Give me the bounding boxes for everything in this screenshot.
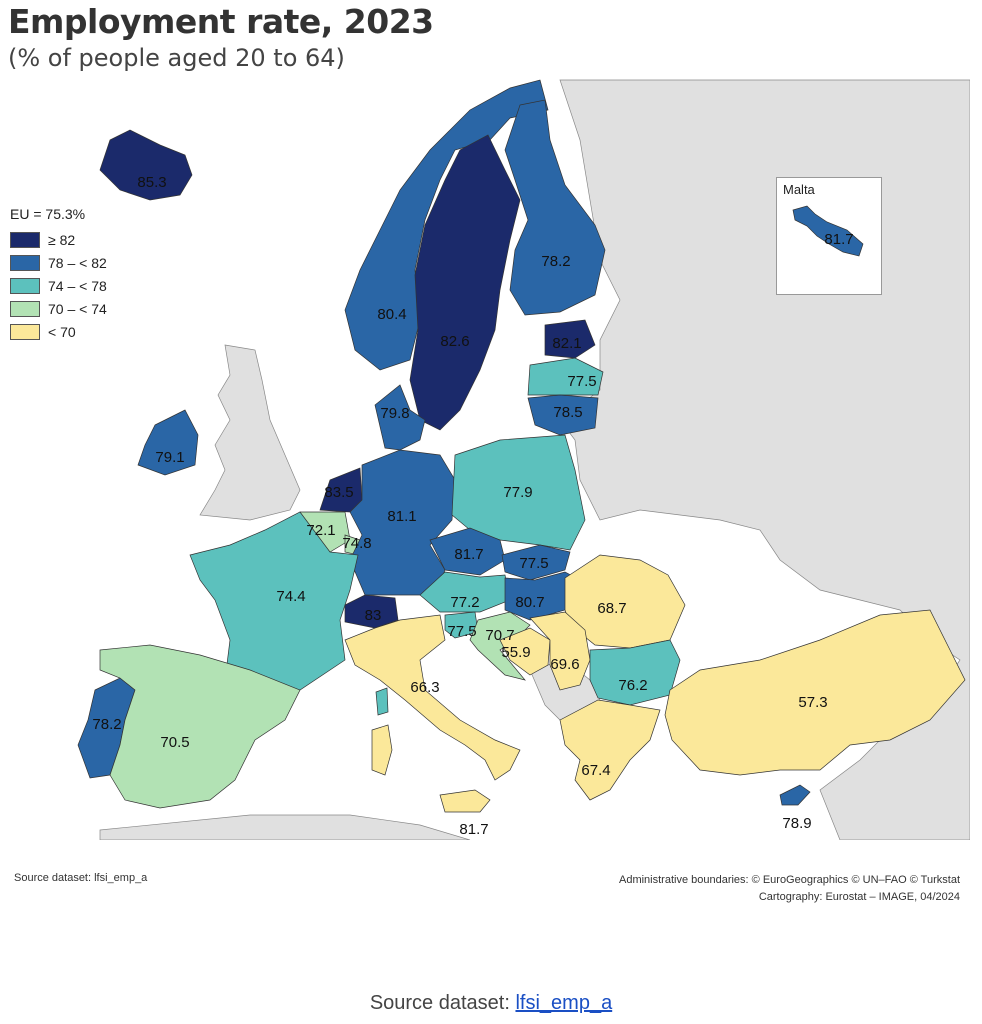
legend-label: ≥ 82 <box>48 231 76 248</box>
region-ireland <box>137 409 199 476</box>
label-croatia: 70.7 <box>485 627 514 644</box>
region-poland <box>451 434 586 551</box>
label-switzerland: 83 <box>365 607 382 624</box>
legend-label: 70 – < 74 <box>48 300 107 317</box>
region-spain <box>99 644 301 809</box>
land-north-africa <box>99 814 471 840</box>
label-romania: 68.7 <box>597 600 626 617</box>
label-germany: 81.1 <box>387 508 416 525</box>
land-uk <box>199 344 301 521</box>
label-netherlands: 83.5 <box>324 484 353 501</box>
label-greece: 67.4 <box>581 762 610 779</box>
legend-swatch <box>10 254 40 271</box>
label-slovakia: 77.5 <box>519 555 548 572</box>
legend-swatch <box>10 300 40 317</box>
label-belgium: 72.1 <box>306 522 335 539</box>
region-bulgaria <box>589 639 681 706</box>
label-ireland: 79.1 <box>155 449 184 466</box>
label-hungary: 80.7 <box>515 594 544 611</box>
label-estonia: 82.1 <box>552 335 581 352</box>
source-dataset-link[interactable]: lfsi_emp_a <box>515 992 613 1014</box>
legend-label: 78 – < 82 <box>48 254 107 271</box>
region-croatia <box>469 611 531 681</box>
legend-label: < 70 <box>48 323 76 340</box>
region-italy <box>344 614 521 781</box>
legend-item: 70 – < 74 <box>10 297 107 320</box>
source-prefix: Source dataset: <box>369 992 516 1014</box>
legend-item: 74 – < 78 <box>10 274 107 297</box>
legend-item: < 70 <box>10 320 107 343</box>
inset-title: Malta <box>783 182 815 197</box>
region-serbia <box>529 611 591 691</box>
region-sardinia <box>371 724 393 776</box>
region-greece <box>559 699 661 801</box>
label-spain: 70.5 <box>160 734 189 751</box>
region-latvia <box>527 357 604 396</box>
credits-cartography: Cartography: Eurostat – IMAGE, 04/2024 <box>758 891 960 903</box>
label-italy: 66.3 <box>410 679 439 696</box>
label-austria: 77.2 <box>450 594 479 611</box>
source-dataset-note: Source dataset: lfsi_emp_a <box>14 872 148 884</box>
label-denmark: 79.8 <box>380 405 409 422</box>
region-corsica <box>375 687 389 716</box>
label-luxembourg: 74.8 <box>342 535 371 552</box>
label-slovenia: 77.5 <box>447 623 476 640</box>
page-subtitle: (% of people aged 20 to 64) <box>8 44 345 72</box>
region-sweden <box>409 134 521 431</box>
region-slovakia <box>501 544 571 581</box>
source-footer: Source dataset: lfsi_emp_a <box>0 992 982 1015</box>
region-iceland <box>99 129 193 201</box>
credits-boundaries: Administrative boundaries: © EuroGeograp… <box>618 874 960 886</box>
label-cyprus: 78.9 <box>782 815 811 832</box>
label-bulgaria: 76.2 <box>618 677 647 694</box>
label-serbia: 69.6 <box>550 656 579 673</box>
region-bosnia <box>499 627 551 676</box>
legend-label: 74 – < 78 <box>48 277 107 294</box>
legend-eu-average: EU = 75.3% <box>10 206 86 222</box>
label-portugal: 78.2 <box>92 716 121 733</box>
region-switzerland <box>344 594 399 629</box>
region-slovenia <box>444 611 479 639</box>
region-turkiye <box>664 609 966 776</box>
region-sicily <box>439 789 491 813</box>
legend: EU = 75.3% ≥ 82 78 – < 82 74 – < 78 70 –… <box>10 206 107 343</box>
malta-inset: Malta 81.7 <box>776 177 882 295</box>
label-latvia: 77.5 <box>567 373 596 390</box>
credits: Administrative boundaries: © EuroGeograp… <box>619 872 960 906</box>
label-france: 74.4 <box>276 588 305 605</box>
label-malta: 81.7 <box>824 231 853 248</box>
label-sicily: 81.7 <box>459 821 488 838</box>
region-estonia <box>544 319 596 359</box>
label-czechia: 81.7 <box>454 546 483 563</box>
label-iceland: 85.3 <box>137 174 166 191</box>
label-finland: 78.2 <box>541 253 570 270</box>
malta-map: 81.7 <box>792 205 864 257</box>
region-lithuania <box>527 394 599 436</box>
legend-swatch <box>10 277 40 294</box>
legend-swatch <box>10 323 40 340</box>
legend-swatch <box>10 231 40 248</box>
region-malta <box>792 205 864 257</box>
page-title: Employment rate, 2023 <box>8 2 434 41</box>
region-france <box>189 511 359 691</box>
label-turkiye: 57.3 <box>798 694 827 711</box>
label-poland: 77.9 <box>503 484 532 501</box>
label-bosnia: 55.9 <box>501 644 530 661</box>
label-sweden: 82.6 <box>440 333 469 350</box>
region-denmark <box>374 384 426 451</box>
region-cyprus <box>779 784 811 806</box>
label-lithuania: 78.5 <box>553 404 582 421</box>
legend-item: 78 – < 82 <box>10 251 107 274</box>
label-norway: 80.4 <box>377 306 406 323</box>
region-finland <box>504 99 606 316</box>
legend-item: ≥ 82 <box>10 228 107 251</box>
